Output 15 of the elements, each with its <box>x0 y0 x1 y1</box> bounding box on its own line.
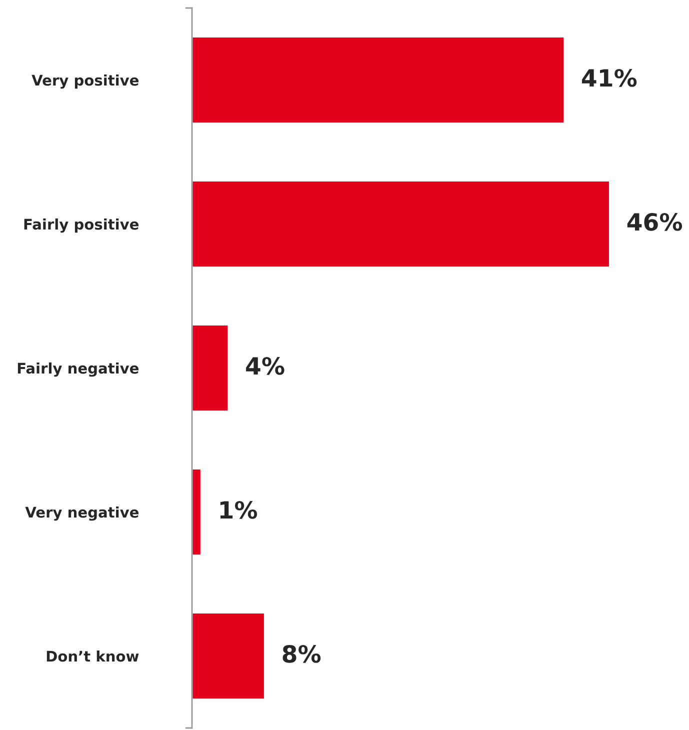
y-tick-label: Fairly negative <box>18 362 139 377</box>
bar <box>192 36 565 124</box>
data-label: 46% <box>627 212 682 231</box>
y-tick-label: Don’t know <box>46 650 139 662</box>
bar <box>192 180 610 268</box>
data-label: 41% <box>582 68 637 87</box>
bar <box>192 612 266 700</box>
data-label: 8% <box>282 644 321 663</box>
data-label: 4% <box>246 356 284 375</box>
y-tick-label: Fairly positive <box>24 218 139 233</box>
bar <box>192 468 202 556</box>
bar <box>192 324 230 412</box>
data-label: 1% <box>220 500 258 519</box>
y-tick-label: Very negative <box>25 506 139 521</box>
y-tick-label: Very positive <box>32 74 139 89</box>
